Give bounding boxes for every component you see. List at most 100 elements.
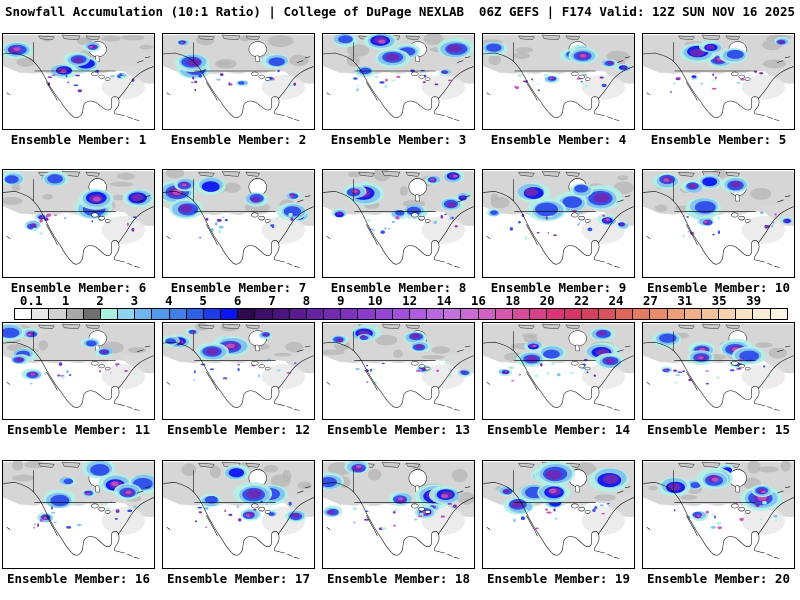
colorbar-segment-28 <box>494 309 512 319</box>
colorbar-segment-19 <box>340 309 358 319</box>
colorbar-segment-3 <box>65 309 83 319</box>
ensemble-label: Ensemble Member: 18 <box>327 571 470 586</box>
colorbar-segment-29 <box>511 309 530 319</box>
ensemble-label: Ensemble Member: 3 <box>330 132 467 147</box>
ensemble-map <box>162 322 315 420</box>
ensemble-panel-12: Ensemble Member: 12 <box>162 322 315 437</box>
colorbar-segment-26 <box>460 309 478 319</box>
colorbar-segment-8 <box>151 309 169 319</box>
colorbar-label-27: 27 <box>642 293 658 308</box>
north-america-map <box>483 170 634 277</box>
north-america-map <box>163 34 314 129</box>
colorbar-segment-4 <box>82 309 100 319</box>
colorbar-segment-31 <box>546 309 564 319</box>
ensemble-map <box>2 33 155 130</box>
ensemble-panel-2: Ensemble Member: 2 <box>162 33 315 147</box>
ensemble-label: Ensemble Member: 17 <box>167 571 310 586</box>
colorbar-segment-39 <box>683 309 701 319</box>
north-america-map <box>163 170 314 277</box>
ensemble-map <box>162 460 315 569</box>
ensemble-panel-4: Ensemble Member: 4 <box>482 33 635 147</box>
ensemble-panel-18: Ensemble Member: 18 <box>322 460 475 586</box>
ensemble-map <box>2 460 155 569</box>
colorbar-segment-16 <box>288 309 306 319</box>
ensemble-map <box>322 33 475 130</box>
ensemble-map <box>482 322 635 420</box>
colorbar-label-16: 16 <box>470 293 486 308</box>
colorbar-label-4: 4 <box>165 293 173 308</box>
colorbar-segment-34 <box>597 309 616 319</box>
ensemble-panel-7: Ensemble Member: 7 <box>162 169 315 295</box>
colorbar <box>14 308 788 320</box>
ensemble-map <box>322 169 475 278</box>
ensemble-panel-19: Ensemble Member: 19 <box>482 460 635 586</box>
north-america-map <box>483 461 634 568</box>
colorbar-segment-33 <box>580 309 598 319</box>
colorbar-label-8: 8 <box>302 293 311 308</box>
ensemble-map <box>482 169 635 278</box>
colorbar-segment-9 <box>168 309 186 319</box>
colorbar-segment-25 <box>443 309 461 319</box>
ensemble-panel-15: Ensemble Member: 15 <box>642 322 795 437</box>
ensemble-panel-5: Ensemble Member: 5 <box>642 33 795 147</box>
ensemble-panel-6: Ensemble Member: 6 <box>2 169 155 295</box>
north-america-map <box>323 461 474 568</box>
north-america-map <box>323 323 474 419</box>
colorbar-label-9: 9 <box>337 293 345 308</box>
colorbar-label-5: 5 <box>199 293 207 308</box>
ensemble-label: Ensemble Member: 1 <box>10 132 147 147</box>
colorbar-segment-42 <box>735 309 753 319</box>
ensemble-panel-8: Ensemble Member: 8 <box>322 169 475 295</box>
colorbar-segment-24 <box>426 309 444 319</box>
ensemble-label: Ensemble Member: 2 <box>170 132 307 147</box>
ensemble-map <box>322 460 475 569</box>
north-america-map <box>163 461 314 568</box>
colorbar-segment-32 <box>563 309 581 319</box>
ensemble-map <box>482 460 635 569</box>
ensemble-panel-3: Ensemble Member: 3 <box>322 33 475 147</box>
north-america-map <box>643 34 794 129</box>
colorbar-segment-1 <box>31 309 49 319</box>
colorbar-label-31: 31 <box>677 293 693 308</box>
colorbar-segment-12 <box>220 309 238 319</box>
ensemble-label: Ensemble Member: 13 <box>327 422 470 437</box>
colorbar-segment-40 <box>700 309 719 319</box>
ensemble-map <box>162 33 315 130</box>
page-title: Snowfall Accumulation (10:1 Ratio) | Col… <box>5 4 465 19</box>
colorbar-segment-10 <box>185 309 203 319</box>
colorbar-segment-15 <box>271 309 289 319</box>
ensemble-map <box>322 322 475 420</box>
ensemble-label: Ensemble Member: 11 <box>7 422 150 437</box>
colorbar-label-7: 7 <box>268 293 276 308</box>
colorbar-segment-5 <box>99 309 118 319</box>
colorbar-label-20: 20 <box>539 293 555 308</box>
colorbar-segment-18 <box>323 309 341 319</box>
ensemble-label: Ensemble Member: 12 <box>167 422 310 437</box>
ensemble-map <box>162 169 315 278</box>
colorbar-segment-17 <box>305 309 324 319</box>
colorbar-segment-44 <box>769 309 787 319</box>
ensemble-label: Ensemble Member: 10 <box>647 280 790 295</box>
colorbar-label-1: 1 <box>61 293 70 308</box>
ensemble-label: Ensemble Member: 4 <box>490 132 627 147</box>
ensemble-panel-17: Ensemble Member: 17 <box>162 460 315 586</box>
ensemble-label: Ensemble Member: 16 <box>7 571 150 586</box>
north-america-map <box>3 34 154 129</box>
ensemble-label: Ensemble Member: 14 <box>487 422 630 437</box>
ensemble-map <box>482 33 635 130</box>
colorbar-label-22: 22 <box>574 293 590 308</box>
north-america-map <box>163 323 314 419</box>
colorbar-segment-14 <box>254 309 272 319</box>
ensemble-label: Ensemble Member: 5 <box>650 132 787 147</box>
north-america-map <box>3 461 154 568</box>
colorbar-label-24: 24 <box>608 293 624 308</box>
model-run-valid: 06Z GEFS | F174 Valid: 12Z SUN NOV 16 20… <box>478 4 795 19</box>
colorbar-segment-21 <box>374 309 392 319</box>
colorbar-label-3: 3 <box>130 293 139 308</box>
colorbar-label-2: 2 <box>96 293 104 308</box>
colorbar-label-18: 18 <box>505 293 521 308</box>
ensemble-row-4: Ensemble Member: 16 Ensemble Member: 17 … <box>2 460 795 586</box>
colorbar-segment-23 <box>408 309 427 319</box>
north-america-map <box>323 170 474 277</box>
colorbar-segment-35 <box>615 309 633 319</box>
